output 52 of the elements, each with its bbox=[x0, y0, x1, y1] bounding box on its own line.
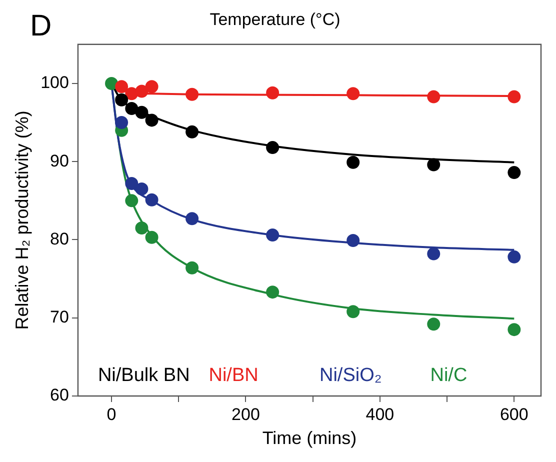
y-axis-title: Relative H₂ productivity (%) bbox=[12, 110, 32, 330]
y-tick-label: 100 bbox=[40, 73, 69, 92]
point bbox=[145, 80, 158, 94]
point bbox=[115, 116, 128, 130]
point bbox=[125, 176, 138, 190]
point bbox=[186, 212, 199, 226]
point bbox=[508, 90, 521, 104]
point bbox=[508, 323, 521, 336]
point bbox=[346, 305, 360, 318]
chart-title: Temperature (°C) bbox=[210, 10, 340, 29]
point bbox=[145, 114, 158, 127]
point bbox=[135, 84, 148, 98]
x-tick-label: 0 bbox=[106, 404, 116, 424]
point bbox=[135, 106, 148, 119]
point bbox=[125, 194, 138, 208]
point bbox=[266, 228, 280, 242]
point bbox=[508, 166, 521, 180]
point bbox=[266, 86, 280, 100]
point bbox=[186, 125, 199, 138]
series-label: Ni/C bbox=[430, 365, 468, 386]
point bbox=[346, 87, 360, 100]
point bbox=[105, 76, 118, 90]
point bbox=[145, 230, 158, 244]
point bbox=[135, 182, 148, 196]
y-tick-label: 70 bbox=[50, 308, 69, 327]
point bbox=[135, 222, 148, 235]
point bbox=[145, 193, 158, 206]
y-tick-label: 60 bbox=[50, 386, 69, 405]
x-tick-label: 600 bbox=[500, 404, 528, 424]
x-tick-label: 400 bbox=[366, 404, 394, 424]
point bbox=[427, 158, 440, 172]
point bbox=[186, 88, 199, 101]
point bbox=[115, 93, 128, 106]
point bbox=[427, 247, 440, 260]
point bbox=[346, 234, 360, 248]
point bbox=[427, 90, 440, 104]
text: D bbox=[30, 10, 52, 43]
point bbox=[266, 286, 280, 299]
point bbox=[346, 156, 360, 169]
text: Ni/Bulk BN bbox=[98, 365, 190, 386]
text: Ni/BN bbox=[208, 365, 258, 386]
point bbox=[115, 80, 128, 94]
point bbox=[125, 102, 138, 115]
y-tick-label: 80 bbox=[50, 229, 69, 248]
point bbox=[186, 261, 199, 274]
point bbox=[266, 141, 280, 154]
point bbox=[508, 250, 521, 264]
text: Ni/SiO₂ bbox=[319, 365, 382, 386]
x-tick-label: 200 bbox=[232, 404, 260, 424]
point bbox=[427, 318, 440, 331]
x-axis-title: Time (mins) bbox=[262, 428, 357, 448]
y-tick-label: 90 bbox=[50, 151, 69, 170]
